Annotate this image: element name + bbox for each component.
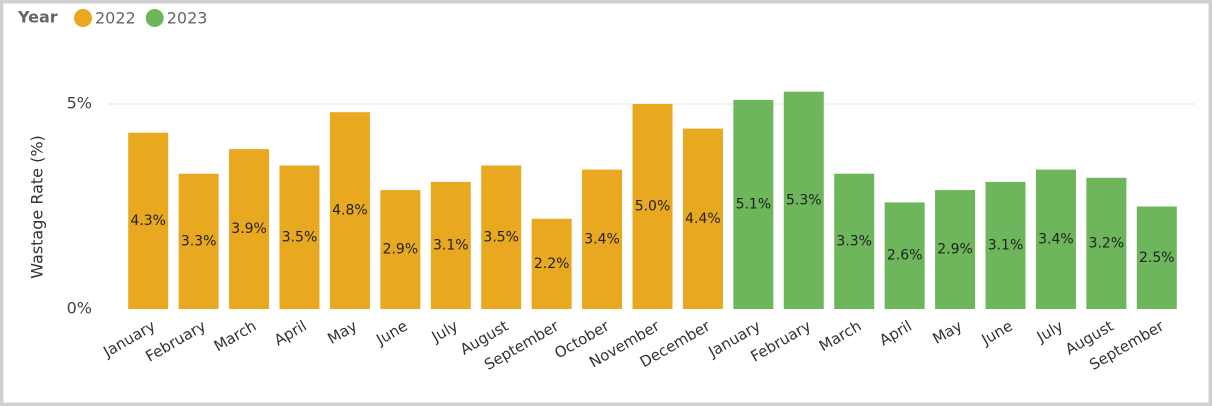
legend-label: 2022 (95, 9, 136, 28)
data-label: 2.6% (887, 248, 923, 264)
data-label: 3.9% (231, 221, 267, 237)
bar (178, 173, 219, 309)
bar (884, 202, 925, 309)
bar (834, 173, 875, 309)
bar (632, 104, 673, 309)
legend-swatch (74, 9, 92, 27)
data-label: 3.4% (1038, 231, 1074, 247)
bar (128, 132, 169, 309)
data-label: 4.4% (685, 211, 721, 227)
data-label: 2.2% (534, 256, 570, 272)
y-axis-title: Wastage Rate (%) (28, 135, 47, 279)
data-label: 3.3% (836, 233, 872, 249)
bar (329, 112, 370, 309)
data-label: 5.0% (635, 199, 671, 215)
bar (582, 169, 623, 309)
bar (1136, 206, 1177, 309)
legend-label: 2023 (167, 9, 208, 28)
y-tick-label: 5% (67, 94, 92, 113)
y-tick-label: 0% (67, 299, 92, 318)
data-label: 3.3% (181, 233, 217, 249)
data-label: 2.9% (383, 242, 419, 258)
legend-title: Year (17, 8, 58, 27)
bar (935, 190, 976, 309)
bar (1086, 177, 1127, 309)
data-label: 3.1% (433, 237, 469, 253)
bar (279, 165, 320, 309)
bar (229, 149, 270, 309)
bar (985, 181, 1026, 309)
bar (1035, 169, 1076, 309)
bar (733, 99, 774, 310)
bar (430, 181, 471, 309)
bar (682, 128, 723, 309)
data-label: 2.5% (1139, 250, 1175, 266)
data-label: 3.5% (282, 229, 318, 245)
data-label: 5.1% (736, 196, 772, 212)
bar (481, 165, 522, 309)
data-label: 4.3% (130, 213, 166, 229)
bar (380, 190, 421, 309)
data-label: 4.8% (332, 203, 368, 219)
bar (531, 218, 572, 309)
data-label: 3.4% (584, 231, 620, 247)
data-label: 3.1% (988, 237, 1024, 253)
legend-swatch (145, 9, 164, 27)
data-label: 3.5% (483, 229, 519, 245)
bar (783, 91, 824, 309)
data-label: 2.9% (937, 242, 973, 258)
data-label: 5.3% (786, 192, 822, 208)
data-label: 3.2% (1089, 235, 1125, 251)
